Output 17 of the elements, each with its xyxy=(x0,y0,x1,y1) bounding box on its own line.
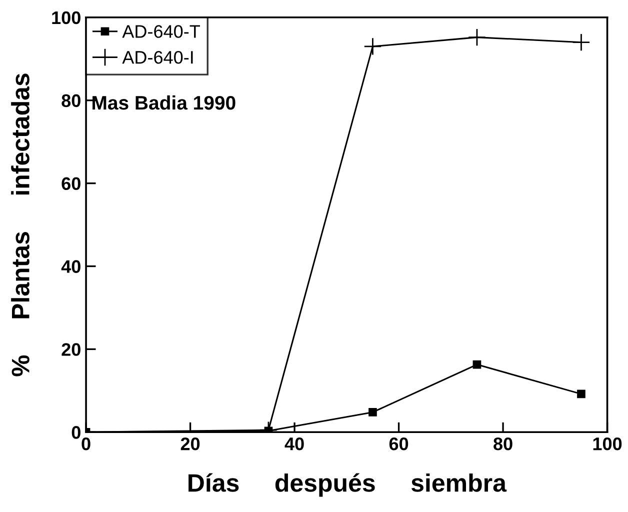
y-tick-label: 0 xyxy=(72,426,80,439)
legend-label: AD-640-T xyxy=(122,25,200,38)
x-tick-label: 100 xyxy=(593,437,622,450)
x-tick-label: 80 xyxy=(494,437,512,450)
x-tick-label: 0 xyxy=(82,437,90,450)
x-tick-label: 40 xyxy=(284,437,304,450)
y-tick-label: 100 xyxy=(52,11,80,24)
y-tick-label: 40 xyxy=(61,260,80,273)
y-tick-label: 20 xyxy=(62,343,80,356)
y-tick-label: 80 xyxy=(62,94,80,108)
x-axis-title: Días después siembra xyxy=(188,473,507,497)
x-tick-label: 60 xyxy=(389,437,408,450)
annotation: Mas Badia 1990 xyxy=(92,95,236,110)
y-tick-label: 60 xyxy=(62,177,80,190)
x-tick-label: 20 xyxy=(180,437,200,450)
legend-label: AD-640-I xyxy=(122,50,193,64)
y-axis-title: % Plantas infectadas xyxy=(11,74,30,376)
